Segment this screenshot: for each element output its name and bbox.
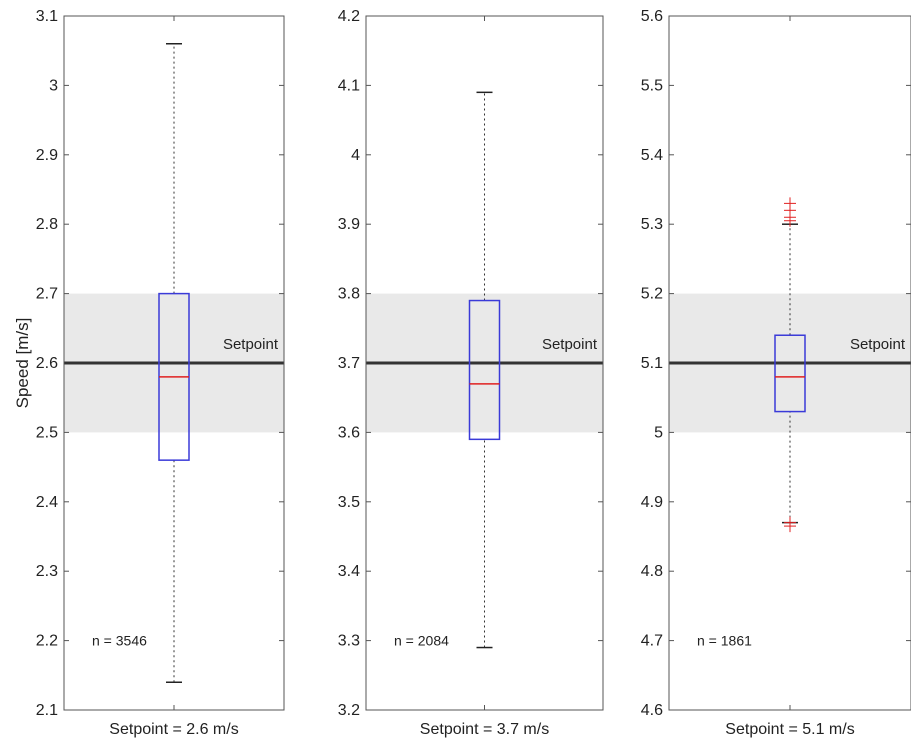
y-tick-label: 5.1 [641,355,663,372]
axes-frame [63,15,285,711]
y-tick-label: 3.8 [338,286,360,303]
y-tick-label: 2.7 [36,286,58,303]
y-tick-label: 3.3 [338,633,360,650]
y-tick-label: 2.3 [36,563,58,580]
x-axis-label: Setpoint = 3.7 m/s [420,721,549,738]
sample-count: n = 2084 [394,633,449,649]
y-tick-label: 5.6 [641,8,663,25]
y-tick-label: 3.7 [338,355,360,372]
y-tick-label: 2.6 [36,355,58,372]
panels: 2.1 2.2 2.3 2.4 2.5 2.6 2.7 2.8 2.9 3 3.1 Setpoint n… [13,8,911,738]
y-tick-label: 2.1 [36,702,58,719]
sample-count: n = 1861 [697,633,752,649]
y-tick-label: 3.5 [338,494,360,511]
y-axis-label: Speed [m/s] [13,318,32,409]
y-tick-label: 4.8 [641,563,663,580]
y-tick-label: 5.3 [641,216,663,233]
sample-count: n = 3546 [92,633,147,649]
box [774,334,806,413]
setpoint-label: Setpoint [850,336,906,353]
y-tick-label: 2.5 [36,424,58,441]
box [468,299,501,441]
setpoint-label: Setpoint [223,336,279,353]
y-tick-label: 4 [351,147,360,164]
panel-2: 3.2 3.3 3.4 3.5 3.6 3.7 3.8 3.9 4 4.1 4.2 Setpoint n… [338,8,604,738]
y-tick-label: 2.4 [36,494,58,511]
y-tick-label: 3.1 [36,8,58,25]
y-tick-label: 4.2 [338,8,360,25]
axes-frame [668,15,911,711]
y-tick-label: 4.9 [641,494,663,511]
y-tick-label: 4.1 [338,77,360,94]
panel-1: 2.1 2.2 2.3 2.4 2.5 2.6 2.7 2.8 2.9 3 3.1 Setpoint n… [13,8,285,738]
y-tick-label: 2.2 [36,633,58,650]
y-tick-label: 4.6 [641,702,663,719]
panel-3: 4.6 4.7 4.8 4.9 5 5.1 5.2 5.3 5.4 5.5 5.6 Setpoint n… [641,8,911,738]
y-tick-label: 3.9 [338,216,360,233]
x-axis-label: Setpoint = 2.6 m/s [109,721,238,738]
y-tick-label: 3 [49,77,58,94]
y-tick-label: 5 [654,424,663,441]
x-axis-label: Setpoint = 5.1 m/s [725,721,854,738]
y-tick-label: 2.8 [36,216,58,233]
setpoint-label: Setpoint [542,336,598,353]
y-tick-label: 5.5 [641,77,663,94]
y-tick-label: 3.4 [338,563,360,580]
y-tick-label: 5.2 [641,286,663,303]
y-tick-label: 5.4 [641,147,663,164]
axes-frame [365,15,604,711]
y-tick-label: 3.2 [338,702,360,719]
y-tick-label: 3.6 [338,424,360,441]
y-tick-label: 2.9 [36,147,58,164]
y-tick-label: 4.7 [641,633,663,650]
